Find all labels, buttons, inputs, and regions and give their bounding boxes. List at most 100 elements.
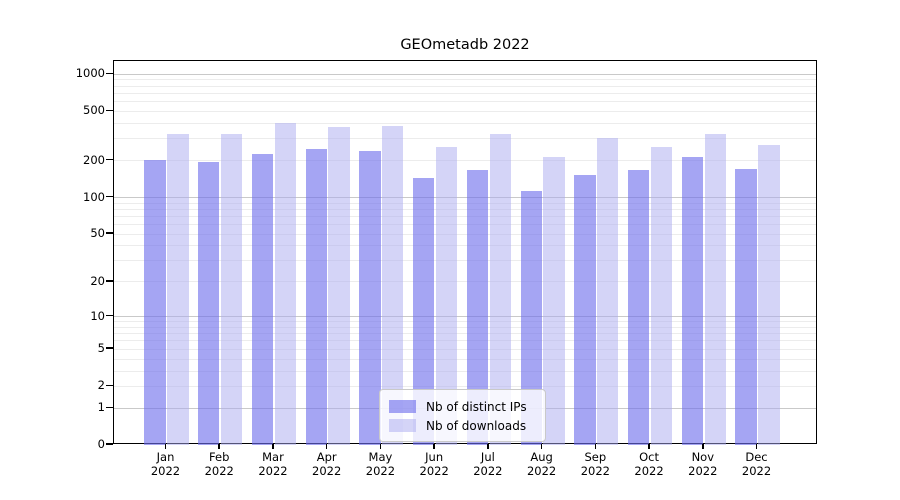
bar-distinct-ips-jan bbox=[144, 159, 166, 445]
bar-downloads-mar bbox=[274, 122, 296, 445]
minor-gridline bbox=[114, 326, 816, 328]
legend-swatch-downloads bbox=[389, 419, 416, 432]
minor-gridline bbox=[114, 281, 816, 283]
major-gridline bbox=[114, 197, 816, 199]
minor-gridline bbox=[114, 340, 816, 342]
y-tick-label-50: 50 bbox=[90, 226, 105, 241]
minor-gridline bbox=[114, 215, 816, 217]
x-tick-label-apr: Apr 2022 bbox=[312, 450, 342, 478]
bar-distinct-ips-may bbox=[359, 151, 381, 445]
minor-gridline bbox=[114, 160, 816, 162]
y-tick-label-500: 500 bbox=[83, 103, 105, 118]
x-tick-label-aug: Aug 2022 bbox=[526, 450, 557, 478]
y-tick-label-200: 200 bbox=[83, 152, 105, 167]
y-tick-mark bbox=[106, 158, 113, 161]
minor-gridline bbox=[114, 233, 816, 235]
y-tick-mark bbox=[106, 280, 113, 282]
minor-gridline bbox=[114, 385, 816, 387]
minor-gridline bbox=[114, 208, 816, 210]
y-tick-label-20: 20 bbox=[90, 273, 105, 288]
minor-gridline bbox=[114, 110, 816, 112]
bar-distinct-ips-mar bbox=[251, 154, 274, 445]
x-tick-label-feb: Feb 2022 bbox=[204, 450, 234, 478]
x-tick-mark bbox=[272, 444, 274, 449]
bar-downloads-apr bbox=[328, 126, 350, 445]
y-tick-label-10: 10 bbox=[90, 308, 105, 323]
legend-swatch-distinct-ips bbox=[389, 400, 416, 413]
x-tick-label-may: May 2022 bbox=[365, 450, 396, 478]
bar-downloads-aug bbox=[543, 156, 565, 445]
x-tick-mark bbox=[755, 444, 758, 449]
bar-downloads-oct bbox=[650, 146, 673, 445]
minor-gridline bbox=[114, 321, 816, 323]
bar-distinct-ips-feb bbox=[198, 161, 220, 445]
bar-distinct-ips-nov bbox=[681, 157, 704, 445]
bar-downloads-dec bbox=[758, 145, 780, 445]
x-tick-label-mar: Mar 2022 bbox=[258, 450, 288, 478]
minor-gridline bbox=[114, 79, 816, 81]
x-tick-label-jul: Jul 2022 bbox=[473, 450, 503, 478]
y-tick-mark bbox=[106, 406, 113, 408]
legend: Nb of distinct IPs Nb of downloads bbox=[379, 389, 546, 442]
x-tick-label-jun: Jun 2022 bbox=[419, 450, 449, 478]
minor-gridline bbox=[114, 348, 816, 350]
bar-distinct-ips-aug bbox=[520, 191, 542, 445]
y-tick-mark bbox=[106, 195, 113, 198]
minor-gridline bbox=[114, 358, 816, 360]
minor-gridline bbox=[114, 333, 816, 335]
y-tick-mark bbox=[106, 443, 113, 445]
minor-gridline bbox=[114, 92, 816, 94]
bar-downloads-jan bbox=[167, 133, 189, 445]
y-tick-mark bbox=[106, 384, 113, 387]
bar-distinct-ips-oct bbox=[628, 170, 650, 445]
legend-item-downloads: Nb of downloads bbox=[389, 416, 536, 435]
minor-gridline bbox=[114, 224, 816, 226]
y-tick-mark bbox=[106, 109, 113, 112]
major-gridline bbox=[114, 73, 816, 75]
chart-title: GEOmetadb 2022 bbox=[400, 37, 530, 53]
x-tick-label-jan: Jan 2022 bbox=[150, 450, 181, 478]
y-tick-mark bbox=[106, 232, 113, 234]
minor-gridline bbox=[114, 202, 816, 204]
y-tick-label-5: 5 bbox=[97, 341, 105, 356]
legend-item-distinct-ips: Nb of distinct IPs bbox=[389, 397, 536, 416]
bar-downloads-jun bbox=[435, 146, 458, 445]
y-tick-label-100: 100 bbox=[83, 189, 105, 204]
bar-distinct-ips-jun bbox=[413, 177, 435, 445]
x-tick-mark bbox=[702, 444, 704, 449]
bar-distinct-ips-apr bbox=[305, 149, 327, 445]
minor-gridline bbox=[114, 122, 816, 124]
minor-gridline bbox=[114, 245, 816, 247]
bar-distinct-ips-dec bbox=[735, 168, 757, 445]
x-tick-mark bbox=[540, 444, 543, 449]
x-tick-mark bbox=[325, 444, 328, 449]
x-tick-label-dec: Dec 2022 bbox=[741, 450, 772, 478]
bar-distinct-ips-jul bbox=[466, 170, 489, 445]
legend-label-downloads: Nb of downloads bbox=[426, 418, 527, 433]
plot-area bbox=[113, 60, 817, 445]
bar-downloads-feb bbox=[220, 133, 243, 445]
legend-label-distinct-ips: Nb of distinct IPs bbox=[426, 399, 527, 414]
y-tick-mark bbox=[106, 314, 113, 317]
bar-distinct-ips-sep bbox=[574, 174, 596, 445]
x-tick-label-oct: Oct 2022 bbox=[634, 450, 664, 478]
bar-downloads-sep bbox=[597, 137, 619, 445]
minor-gridline bbox=[114, 101, 816, 103]
minor-gridline bbox=[114, 138, 816, 140]
y-tick-label-2: 2 bbox=[97, 378, 105, 393]
x-tick-label-nov: Nov 2022 bbox=[688, 450, 718, 478]
minor-gridline bbox=[114, 85, 816, 87]
x-tick-mark bbox=[487, 444, 489, 449]
x-tick-mark bbox=[594, 444, 597, 449]
x-tick-mark bbox=[218, 444, 220, 449]
bar-downloads-jul bbox=[489, 134, 511, 445]
x-tick-mark bbox=[164, 444, 167, 449]
minor-gridline bbox=[114, 370, 816, 372]
y-tick-label-1000: 1000 bbox=[75, 66, 105, 81]
y-tick-mark bbox=[106, 72, 113, 75]
y-tick-label-0: 0 bbox=[97, 437, 105, 451]
x-tick-mark bbox=[433, 444, 435, 449]
bar-downloads-may bbox=[382, 125, 404, 445]
minor-gridline bbox=[114, 260, 816, 262]
